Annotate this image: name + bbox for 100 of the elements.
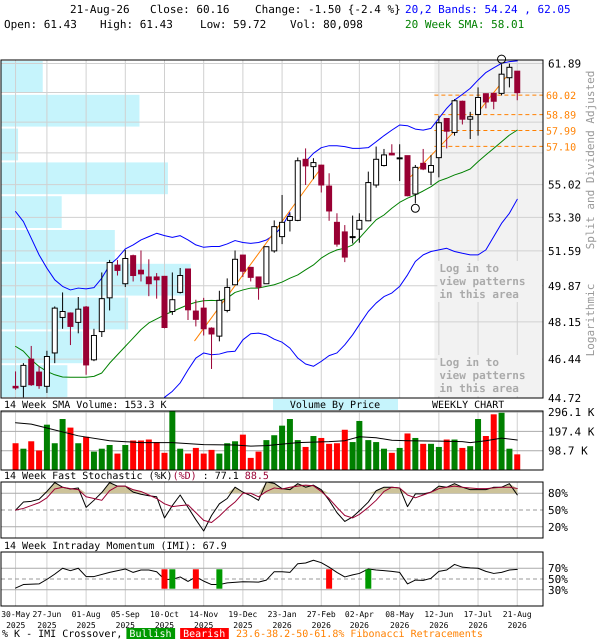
bar (506, 448, 512, 470)
bar (459, 448, 466, 470)
candlestick (286, 212, 293, 232)
candlestick (498, 64, 505, 96)
text: Vol: 80,098 (290, 18, 363, 31)
bar (122, 444, 128, 470)
bar (185, 454, 192, 470)
candlestick (356, 212, 362, 244)
bar (138, 440, 144, 470)
bar (83, 436, 90, 470)
text: Close: 60.16 (150, 3, 230, 16)
candlestick (310, 158, 316, 180)
bar (388, 452, 395, 470)
candlestick (138, 250, 144, 282)
bar (36, 450, 42, 470)
candlestick (130, 254, 136, 282)
line-series (15, 484, 518, 524)
bar (20, 448, 26, 470)
bar (28, 441, 34, 470)
candlestick (279, 194, 286, 245)
bar (412, 438, 418, 470)
x-tick-label: 08-May 2026 (385, 610, 414, 630)
text: 20,2 Bands: 54.24 , 62.05 (405, 3, 571, 16)
y-tick-label: 46.44 (548, 353, 582, 366)
band-label: Log in to view patterns in this area (439, 356, 526, 395)
bar (514, 454, 520, 470)
text: 23.6-38.2-50-61.8% Fibonacci Retracements (236, 629, 483, 640)
bar (428, 444, 434, 470)
y-tick-label: 55.02 (548, 178, 582, 192)
chart-title: 14 Week Intraday Momentum (IMI): 67.9 (4, 541, 227, 552)
bar (334, 443, 340, 470)
chart-title: 14 Week SMA Volume: 153.3 K (4, 400, 167, 411)
bar (279, 426, 286, 470)
x-tick-label: 10-Oct 2025 (150, 610, 180, 630)
y-tick-label: 197.4 K (548, 425, 595, 438)
candlestick (67, 312, 74, 346)
x-tick-label: 21-Aug 2026 (502, 610, 532, 630)
text: Bearish (183, 629, 226, 640)
bar (1, 162, 168, 194)
candlestick (420, 148, 426, 171)
candlestick (36, 366, 42, 390)
y-axis-title: Split and Dividend Adjusted (584, 70, 597, 250)
candlestick (350, 215, 356, 244)
x-tick-label: 30-May 2025 (1, 610, 30, 630)
bar (467, 446, 474, 470)
line-series (15, 422, 518, 447)
ref-line-label: 58.89 (546, 110, 576, 122)
y-tick-label: 296.1 K (548, 406, 595, 420)
x-tick-label: 12-Jun 2026 (424, 610, 454, 630)
x-tick-label: 17-Jul 2026 (464, 610, 493, 630)
bar (452, 440, 458, 470)
x-tick-label: 19-Dec 2025 (228, 610, 258, 630)
y-tick-label: 98.7 K (548, 444, 588, 458)
y-tick-label: 51.59 (548, 244, 582, 258)
text: Low: 59.72 (200, 18, 266, 31)
bar (475, 419, 482, 470)
y-tick-label: 53.30 (548, 211, 582, 224)
bar (75, 443, 82, 470)
bar (67, 428, 74, 470)
bar (310, 436, 316, 470)
bar (1, 61, 43, 93)
legend-title: % K - IMI Crossover, (2, 629, 122, 640)
bar (380, 448, 387, 470)
candlestick (475, 86, 482, 136)
bar (302, 446, 309, 470)
candlestick (467, 111, 474, 140)
candlestick (114, 259, 120, 276)
y-tick-label: 48.15 (548, 316, 582, 329)
bar (232, 441, 238, 470)
candlestick (12, 370, 19, 390)
candlestick (514, 70, 520, 101)
candlestick (444, 117, 450, 149)
chart-title: 14 Week Fast Stochastic (%K) (4, 471, 173, 482)
x-tick-label: 14-Nov 2025 (189, 610, 218, 630)
bar (90, 452, 97, 470)
text: WEEKLY CHART (432, 400, 504, 411)
text: (%D) (172, 471, 197, 482)
text: Change: -1.50 {-2.4 %} (255, 3, 401, 16)
ref-line-label: 57.10 (546, 142, 576, 154)
text: Logarithmic (584, 284, 597, 356)
y-tick-label: 44.72 (548, 392, 582, 405)
bar (1, 196, 62, 228)
bar (436, 446, 442, 470)
y-tick-label: 80% (548, 487, 568, 500)
x-tick-label: 23-Jan 2026 (268, 610, 297, 630)
ref-line-label: 57.99 (546, 126, 576, 138)
text: : 77.1 (202, 471, 239, 482)
text: High: 61.43 (100, 18, 173, 31)
bar (420, 444, 426, 470)
bar (498, 412, 505, 470)
x-tick-label: 27-Jun 2025 (32, 610, 62, 630)
candlestick (177, 267, 184, 294)
y-tick-label: 50% (548, 504, 568, 517)
text: 20 Week SMA: 58.01 (405, 18, 524, 31)
candlestick (208, 326, 215, 370)
text: 21-Aug-26 (70, 3, 130, 16)
candlestick (318, 164, 324, 194)
candlestick (334, 212, 340, 248)
y-tick-label: 49.87 (548, 280, 582, 293)
text: 88.5 (244, 471, 269, 482)
